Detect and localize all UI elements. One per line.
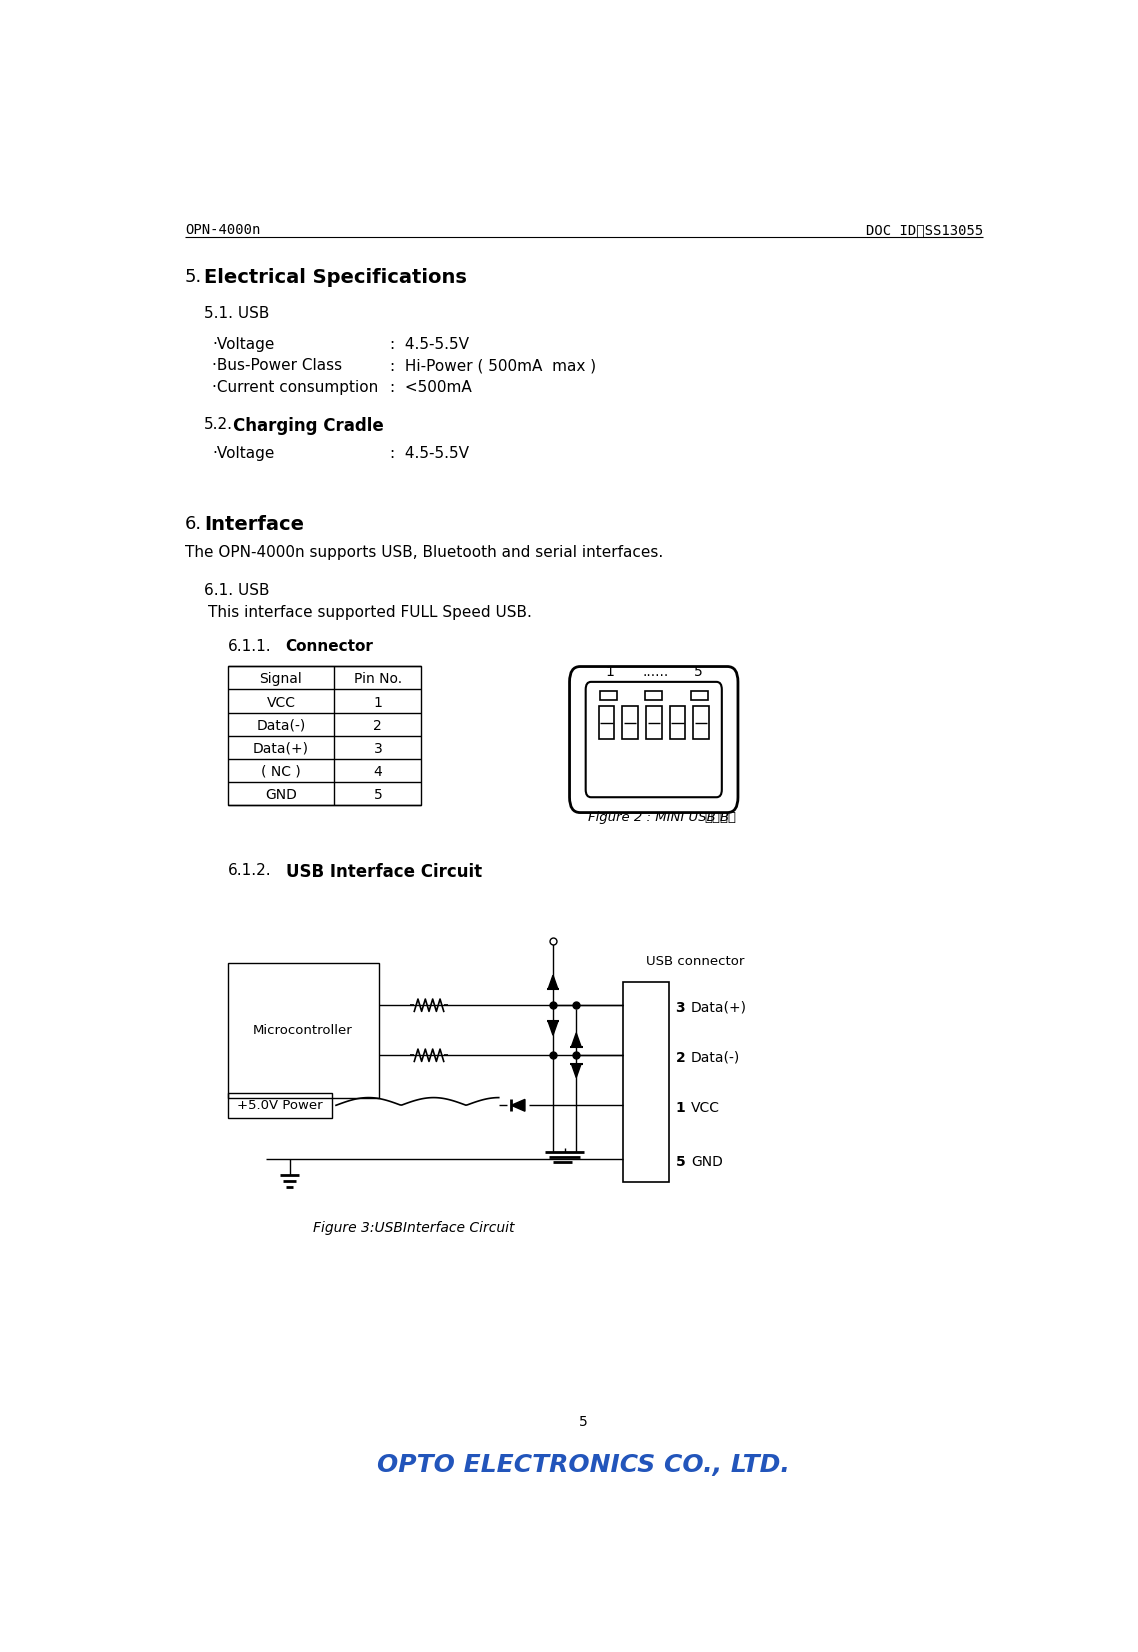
Text: GND: GND: [691, 1155, 723, 1168]
Text: ·Voltage: ·Voltage: [212, 446, 274, 461]
Text: 6.1.1.: 6.1.1.: [228, 639, 271, 654]
Text: ·Current consumption: ·Current consumption: [212, 380, 378, 395]
Polygon shape: [511, 1099, 525, 1112]
Bar: [693, 707, 709, 738]
Text: :  Hi-Power ( 500mA  max ): : Hi-Power ( 500mA max ): [390, 358, 596, 373]
Polygon shape: [549, 1021, 558, 1036]
Bar: [691, 691, 708, 700]
Text: OPTO ELECTRONICS CO., LTD.: OPTO ELECTRONICS CO., LTD.: [377, 1454, 790, 1477]
Text: 2: 2: [373, 719, 382, 733]
Text: USB connector: USB connector: [646, 955, 744, 968]
Bar: [600, 691, 617, 700]
Text: 5.: 5.: [184, 268, 203, 286]
Text: 6.1.2.: 6.1.2.: [228, 862, 271, 877]
Bar: [645, 691, 662, 700]
Text: Data(-): Data(-): [691, 1051, 740, 1064]
Text: ·Voltage: ·Voltage: [212, 337, 274, 352]
Text: Connector: Connector: [286, 639, 373, 654]
Bar: [228, 963, 379, 1097]
Text: Interface: Interface: [204, 515, 304, 535]
Text: 5: 5: [694, 664, 703, 679]
Text: 4: 4: [373, 765, 382, 780]
Text: 5.1. USB: 5.1. USB: [204, 306, 270, 320]
Bar: [646, 707, 661, 738]
Text: USB Interface Circuit: USB Interface Circuit: [286, 862, 481, 881]
Bar: [622, 707, 638, 738]
Text: OPN-4000n: OPN-4000n: [184, 223, 261, 236]
Text: GND: GND: [265, 788, 297, 803]
Text: VCC: VCC: [691, 1100, 720, 1115]
Bar: [622, 981, 669, 1183]
Polygon shape: [571, 1032, 582, 1047]
Text: +5.0V Power: +5.0V Power: [237, 1099, 322, 1112]
Text: 2: 2: [676, 1051, 685, 1064]
Text: コネクタ: コネクタ: [704, 811, 736, 824]
Text: The OPN-4000n supports USB, Bluetooth and serial interfaces.: The OPN-4000n supports USB, Bluetooth an…: [184, 545, 663, 560]
Text: 5: 5: [579, 1414, 587, 1429]
Bar: [228, 1094, 332, 1118]
Text: Data(-): Data(-): [256, 719, 306, 733]
Text: DOC ID：SS13055: DOC ID：SS13055: [866, 223, 983, 236]
Bar: [599, 707, 615, 738]
Text: 5.2.: 5.2.: [204, 416, 233, 431]
Text: :  <500mA: : <500mA: [390, 380, 472, 395]
Text: Signal: Signal: [259, 672, 303, 686]
Text: Pin No.: Pin No.: [354, 672, 402, 686]
Text: Charging Cradle: Charging Cradle: [233, 416, 384, 434]
Text: 1: 1: [373, 695, 382, 710]
Text: This interface supported FULL Speed USB.: This interface supported FULL Speed USB.: [208, 605, 531, 620]
Text: Microcontroller: Microcontroller: [253, 1024, 353, 1037]
Text: 3: 3: [373, 742, 382, 757]
Text: 1: 1: [605, 664, 615, 679]
Text: Figure 3:USBInterface Circuit: Figure 3:USBInterface Circuit: [313, 1221, 514, 1234]
Text: VCC: VCC: [266, 695, 296, 710]
Text: :  4.5-5.5V: : 4.5-5.5V: [390, 446, 469, 461]
Text: Figure 2 : MINI USB B: Figure 2 : MINI USB B: [588, 811, 737, 824]
Bar: [669, 707, 685, 738]
FancyBboxPatch shape: [586, 682, 721, 798]
Text: 6.: 6.: [184, 515, 203, 534]
FancyBboxPatch shape: [569, 666, 737, 813]
Polygon shape: [571, 1064, 582, 1077]
Bar: [228, 666, 421, 805]
Text: 5: 5: [676, 1155, 685, 1168]
Text: :  4.5-5.5V: : 4.5-5.5V: [390, 337, 469, 352]
Text: ·Bus-Power Class: ·Bus-Power Class: [212, 358, 343, 373]
Text: 3: 3: [676, 1001, 685, 1014]
Text: 5: 5: [373, 788, 382, 803]
Polygon shape: [549, 975, 558, 990]
Text: ......: ......: [642, 664, 668, 679]
Text: Data(+): Data(+): [691, 1001, 747, 1014]
Text: 6.1. USB: 6.1. USB: [204, 583, 270, 598]
Text: Data(+): Data(+): [253, 742, 310, 757]
Text: Electrical Specifications: Electrical Specifications: [204, 268, 467, 286]
Text: 1: 1: [676, 1100, 685, 1115]
Text: ( NC ): ( NC ): [261, 765, 300, 780]
